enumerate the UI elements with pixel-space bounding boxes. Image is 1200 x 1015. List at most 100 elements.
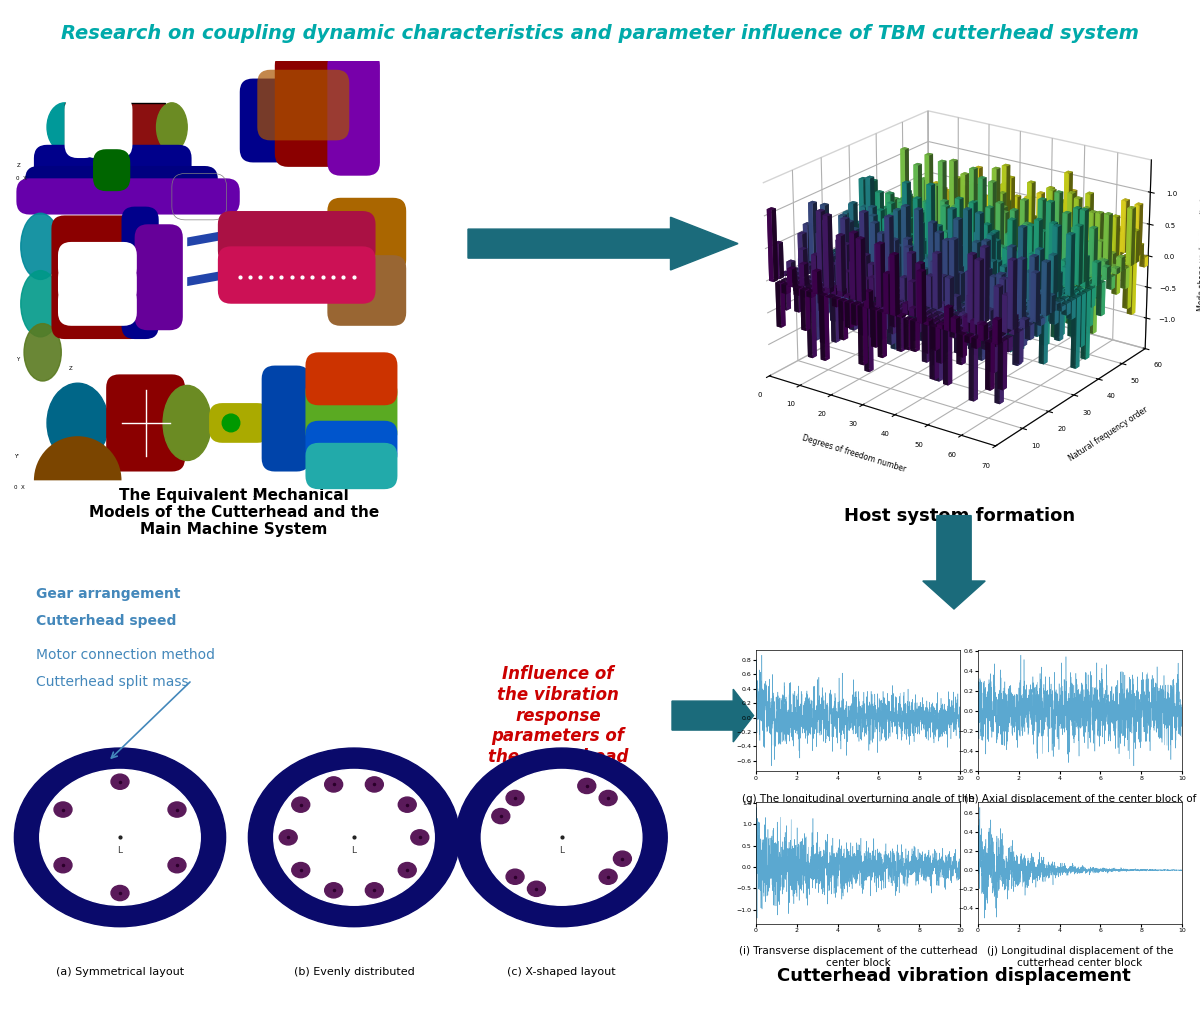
Polygon shape: [262, 873, 277, 883]
Circle shape: [325, 776, 343, 792]
Text: Y: Y: [232, 489, 234, 494]
Circle shape: [168, 802, 186, 817]
Polygon shape: [649, 813, 664, 821]
Polygon shape: [208, 813, 222, 821]
FancyBboxPatch shape: [25, 166, 218, 202]
FancyBboxPatch shape: [328, 255, 407, 326]
Polygon shape: [187, 215, 310, 247]
Text: (i) Transverse displacement of the cutterhead
center block: (i) Transverse displacement of the cutte…: [739, 946, 977, 967]
Text: Cutterhead speed: Cutterhead speed: [36, 614, 176, 628]
Circle shape: [292, 797, 310, 812]
Polygon shape: [262, 792, 277, 802]
Polygon shape: [278, 889, 293, 901]
FancyBboxPatch shape: [257, 70, 349, 140]
Text: L: L: [118, 847, 122, 856]
FancyBboxPatch shape: [65, 96, 97, 158]
Polygon shape: [300, 759, 312, 772]
Text: 0  X: 0 X: [17, 177, 28, 181]
Circle shape: [410, 830, 428, 844]
Circle shape: [54, 858, 72, 873]
Polygon shape: [139, 911, 149, 924]
FancyBboxPatch shape: [134, 224, 182, 330]
Ellipse shape: [20, 213, 60, 279]
Circle shape: [168, 858, 186, 873]
Polygon shape: [115, 748, 125, 759]
Polygon shape: [446, 833, 460, 841]
Circle shape: [40, 769, 200, 905]
Polygon shape: [278, 773, 293, 786]
Text: Y: Y: [17, 357, 19, 362]
FancyBboxPatch shape: [306, 379, 397, 445]
Circle shape: [365, 776, 383, 792]
FancyArrow shape: [468, 217, 738, 270]
FancyBboxPatch shape: [306, 421, 397, 467]
Polygon shape: [508, 902, 520, 916]
Polygon shape: [431, 792, 446, 802]
Circle shape: [112, 774, 128, 790]
FancyBboxPatch shape: [306, 443, 397, 489]
FancyBboxPatch shape: [328, 52, 380, 176]
Polygon shape: [44, 773, 59, 786]
Polygon shape: [373, 751, 383, 763]
FancyBboxPatch shape: [34, 145, 192, 183]
Polygon shape: [604, 902, 616, 916]
Polygon shape: [373, 911, 383, 924]
Polygon shape: [300, 902, 312, 916]
Text: L: L: [559, 847, 564, 856]
Polygon shape: [456, 833, 469, 841]
FancyBboxPatch shape: [240, 78, 296, 162]
Polygon shape: [66, 759, 78, 772]
Polygon shape: [91, 751, 101, 763]
Polygon shape: [115, 916, 125, 927]
Circle shape: [398, 863, 416, 878]
Polygon shape: [654, 833, 667, 841]
Polygon shape: [162, 902, 174, 916]
Ellipse shape: [20, 271, 60, 337]
Polygon shape: [623, 889, 637, 901]
Polygon shape: [469, 873, 485, 883]
Polygon shape: [197, 873, 212, 883]
Polygon shape: [557, 916, 566, 927]
Circle shape: [456, 748, 667, 927]
Text: Research on coupling dynamic characteristics and parameter influence of TBM cutt: Research on coupling dynamic characteris…: [61, 24, 1139, 43]
Circle shape: [280, 830, 298, 844]
Ellipse shape: [163, 386, 211, 461]
Ellipse shape: [24, 324, 61, 381]
Text: Z: Z: [17, 162, 20, 167]
FancyBboxPatch shape: [82, 96, 115, 158]
Text: Host system formation: Host system formation: [845, 506, 1075, 525]
FancyArrow shape: [923, 516, 985, 609]
Circle shape: [274, 769, 434, 905]
FancyBboxPatch shape: [58, 286, 137, 326]
Text: Influence of
the vibration
response
parameters of
the cutterhead: Influence of the vibration response para…: [488, 665, 628, 766]
Wedge shape: [34, 436, 121, 480]
Circle shape: [325, 883, 343, 898]
Circle shape: [506, 869, 524, 884]
Circle shape: [578, 779, 595, 794]
Polygon shape: [533, 751, 542, 763]
Polygon shape: [415, 773, 430, 786]
Ellipse shape: [156, 103, 187, 151]
Polygon shape: [533, 911, 542, 924]
Polygon shape: [248, 833, 262, 841]
FancyBboxPatch shape: [106, 375, 185, 472]
Polygon shape: [581, 751, 590, 763]
Polygon shape: [557, 748, 566, 759]
Text: (c) X-shaped layout: (c) X-shaped layout: [508, 967, 616, 977]
Polygon shape: [581, 911, 590, 924]
Text: (b) Evenly distributed: (b) Evenly distributed: [294, 967, 414, 977]
FancyArrow shape: [672, 689, 754, 742]
Ellipse shape: [222, 414, 240, 431]
FancyBboxPatch shape: [275, 52, 349, 166]
Polygon shape: [460, 854, 474, 862]
Circle shape: [613, 852, 631, 866]
Polygon shape: [28, 873, 43, 883]
Text: Motor connection method: Motor connection method: [36, 648, 215, 662]
Circle shape: [528, 881, 545, 896]
Text: 0  X: 0 X: [14, 485, 25, 490]
Polygon shape: [442, 854, 456, 862]
Polygon shape: [623, 773, 637, 786]
Polygon shape: [649, 854, 664, 862]
Text: Y': Y': [14, 455, 19, 459]
Polygon shape: [187, 255, 310, 286]
